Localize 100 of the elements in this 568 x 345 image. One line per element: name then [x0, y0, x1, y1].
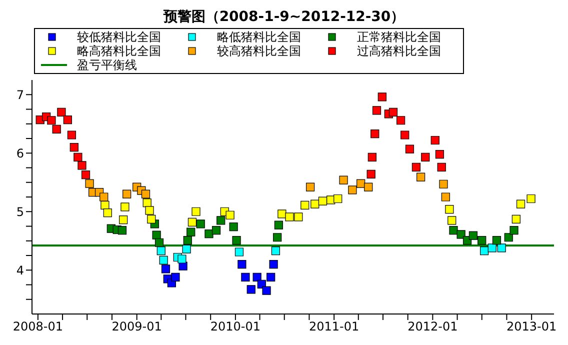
- point: [334, 194, 342, 204]
- point: [526, 194, 536, 204]
- point: [70, 142, 78, 152]
- point: [310, 200, 320, 208]
- point: [238, 260, 246, 269]
- point: [119, 216, 128, 224]
- x-tick-label: 2012-01: [408, 320, 458, 334]
- point: [74, 152, 82, 162]
- point: [262, 286, 271, 295]
- legend-label: 较低猪料比全国: [77, 30, 161, 44]
- point: [196, 220, 205, 228]
- point: [430, 136, 440, 145]
- point: [480, 246, 489, 256]
- point: [122, 190, 132, 198]
- point: [439, 180, 448, 188]
- point: [161, 264, 170, 274]
- point: [156, 246, 166, 256]
- point: [273, 233, 282, 242]
- point: [188, 218, 197, 226]
- point: [285, 212, 294, 222]
- point: [118, 226, 127, 235]
- point: [152, 230, 161, 240]
- legend-label: 正常猪料比全国: [357, 30, 441, 44]
- point: [512, 214, 520, 224]
- legend-label: 盈亏平衡线: [77, 58, 137, 72]
- point: [154, 238, 164, 247]
- point: [456, 230, 466, 239]
- point: [81, 170, 90, 180]
- point: [226, 210, 234, 220]
- point: [318, 196, 328, 206]
- point: [437, 162, 446, 172]
- point: [232, 236, 241, 245]
- point: [269, 260, 278, 269]
- point: [192, 207, 200, 216]
- point: [366, 170, 376, 178]
- point: [183, 236, 192, 245]
- x-tick-label: 2010-01: [210, 320, 261, 334]
- legend-label: 较高猪料比全国: [217, 44, 301, 58]
- point: [372, 106, 382, 115]
- point: [147, 214, 156, 224]
- y-tick-label: 5: [16, 204, 24, 219]
- point: [468, 231, 478, 240]
- point: [378, 92, 386, 102]
- point: [274, 220, 283, 230]
- point: [388, 108, 398, 116]
- point: [103, 208, 112, 218]
- point: [339, 176, 348, 184]
- point: [364, 182, 373, 192]
- point: [266, 272, 276, 282]
- point: [294, 212, 303, 222]
- point: [510, 226, 518, 235]
- point: [370, 130, 380, 138]
- point: [448, 216, 456, 225]
- legend-label: 略低猪料比全国: [217, 30, 301, 44]
- point: [445, 204, 454, 214]
- point: [47, 116, 56, 125]
- point: [306, 182, 315, 192]
- point: [412, 162, 421, 172]
- point: [492, 236, 502, 245]
- point: [396, 116, 406, 125]
- point: [488, 244, 496, 252]
- point: [441, 192, 450, 202]
- point: [246, 285, 256, 294]
- point: [229, 222, 238, 232]
- point: [252, 272, 262, 282]
- point: [159, 256, 168, 264]
- point: [241, 272, 250, 282]
- point: [300, 200, 310, 210]
- x-tick-label: 2011-01: [309, 320, 360, 334]
- point: [186, 228, 196, 236]
- point: [368, 152, 376, 162]
- point: [478, 236, 486, 245]
- point: [405, 144, 414, 154]
- point: [212, 226, 221, 235]
- x-tick-label: 2008-01: [12, 320, 64, 334]
- point: [120, 202, 130, 212]
- y-tick-label: 6: [16, 146, 24, 160]
- point: [178, 254, 186, 264]
- point: [204, 230, 214, 238]
- point: [182, 244, 191, 254]
- y-tick-label: 7: [16, 88, 24, 102]
- point: [57, 108, 66, 116]
- point: [421, 152, 430, 162]
- point: [78, 161, 86, 170]
- point: [356, 179, 366, 188]
- x-tick-label: 2009-01: [112, 320, 162, 334]
- point: [278, 210, 286, 218]
- point: [85, 179, 94, 188]
- point: [497, 244, 506, 252]
- point: [100, 200, 110, 210]
- legend-label: 略高猪料比全国: [77, 44, 161, 58]
- point: [216, 216, 226, 225]
- point: [271, 246, 280, 256]
- point: [234, 248, 244, 256]
- point: [449, 226, 458, 235]
- point: [348, 186, 357, 194]
- y-tick-label: 4: [16, 263, 24, 278]
- point: [145, 206, 154, 215]
- point: [171, 272, 180, 282]
- x-tick-label: 2013-01: [506, 320, 557, 334]
